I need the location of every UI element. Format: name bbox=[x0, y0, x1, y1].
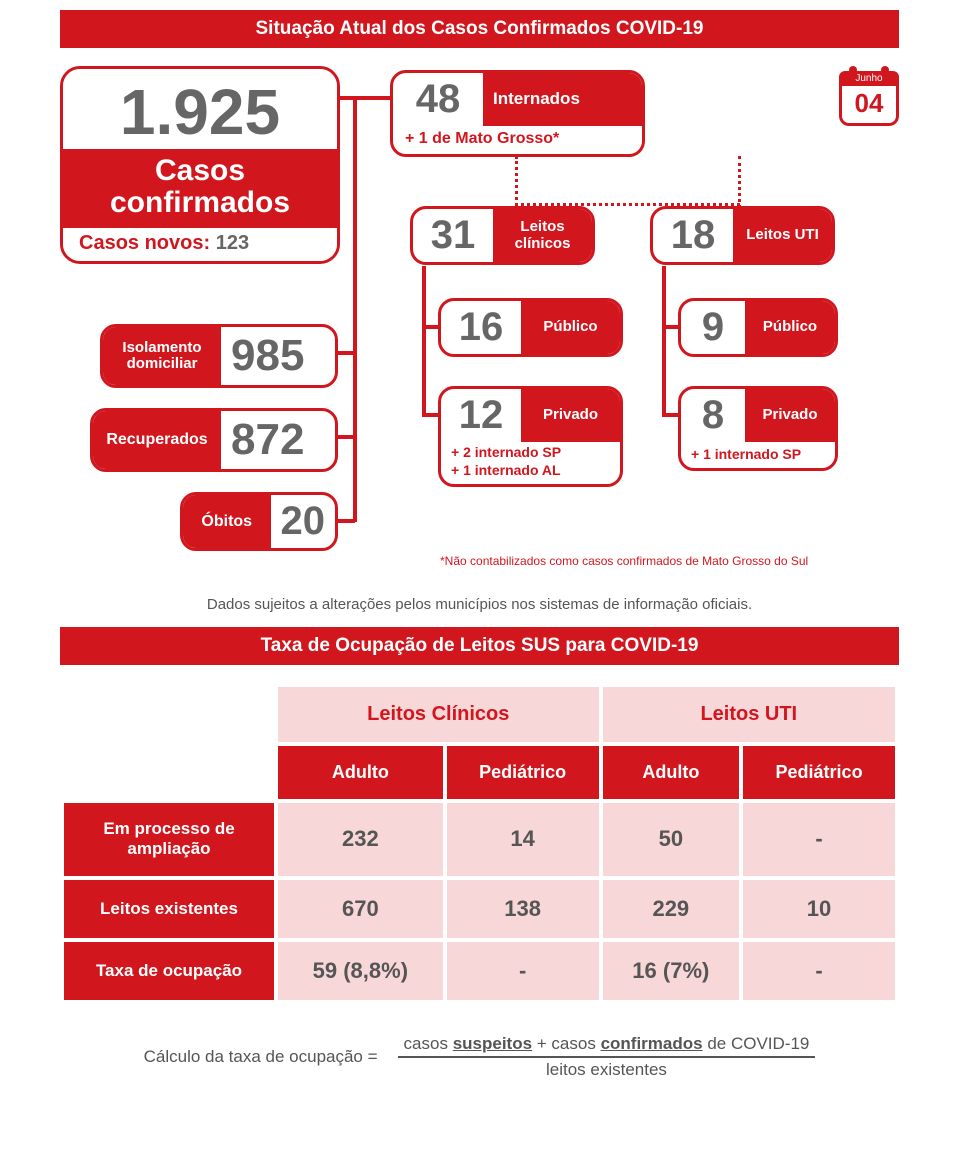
cell: - bbox=[447, 942, 599, 1000]
uti-publico-box: 9 Público bbox=[678, 298, 838, 357]
internados-extra: + 1 de Mato Grosso* bbox=[393, 126, 642, 154]
formula-denominator: leitos existentes bbox=[398, 1058, 816, 1080]
leitos-uti-box: 18 Leitos UTI bbox=[650, 206, 835, 265]
uti-value: 18 bbox=[653, 209, 733, 262]
formula-numerator: casos suspeitos + casos confirmados de C… bbox=[398, 1034, 816, 1058]
casos-novos: Casos novos: 123 bbox=[63, 228, 337, 261]
cell: 14 bbox=[447, 803, 599, 876]
f-c: + casos bbox=[532, 1034, 601, 1053]
casos-label-1: Casos bbox=[155, 154, 245, 187]
recuperados-box: Recuperados 872 bbox=[90, 408, 338, 472]
col-group-uti: Leitos UTI bbox=[603, 687, 895, 742]
col-group-clinicos: Leitos Clínicos bbox=[278, 687, 599, 742]
clinicos-priv-extra2: + 1 internado AL bbox=[441, 462, 620, 484]
clinicos-priv-value: 12 bbox=[441, 389, 521, 442]
f-a: casos bbox=[404, 1034, 453, 1053]
cell: 670 bbox=[278, 880, 443, 938]
header-ocupacao: Taxa de Ocupação de Leitos SUS para COVI… bbox=[60, 627, 899, 665]
f-b: suspeitos bbox=[453, 1034, 532, 1053]
recuperados-label: Recuperados bbox=[93, 411, 221, 469]
isolamento-value: 985 bbox=[221, 327, 314, 385]
casos-confirmados-box: 1.925 Casos confirmados Casos novos: 123 bbox=[60, 66, 340, 264]
footnote-mt: *Não contabilizados como casos confirmad… bbox=[440, 554, 808, 568]
cell: - bbox=[743, 803, 895, 876]
col-adulto-2: Adulto bbox=[603, 746, 740, 799]
clinicos-pub-value: 16 bbox=[441, 301, 521, 354]
uti-priv-label: Privado bbox=[745, 389, 835, 442]
col-pediatrico-2: Pediátrico bbox=[743, 746, 895, 799]
leitos-clinicos-box: 31 Leitos clínicos bbox=[410, 206, 595, 265]
cell: 59 (8,8%) bbox=[278, 942, 443, 1000]
recuperados-value: 872 bbox=[221, 411, 314, 469]
clinicos-priv-extra1: + 2 internado SP bbox=[441, 442, 620, 462]
uti-pub-label: Público bbox=[745, 301, 835, 354]
f-e: de COVID-19 bbox=[703, 1034, 810, 1053]
calendar-month: Junho bbox=[839, 71, 899, 86]
infographic-top: Junho 04 1.925 Casos confirmados Casos n… bbox=[60, 66, 899, 576]
table-row: Em processo de ampliação 232 14 50 - bbox=[64, 803, 895, 876]
cell: 50 bbox=[603, 803, 740, 876]
clinicos-priv-label: Privado bbox=[521, 389, 620, 442]
cell: 138 bbox=[447, 880, 599, 938]
clinicos-pub-label: Público bbox=[521, 301, 620, 354]
isolamento-label: Isolamento domiciliar bbox=[103, 327, 221, 385]
uti-pub-value: 9 bbox=[681, 301, 745, 354]
cell: 232 bbox=[278, 803, 443, 876]
clinicos-privado-box: 12 Privado + 2 internado SP + 1 internad… bbox=[438, 386, 623, 487]
uti-label: Leitos UTI bbox=[733, 209, 832, 262]
uti-privado-box: 8 Privado + 1 internado SP bbox=[678, 386, 838, 471]
casos-label-2: confirmados bbox=[110, 186, 290, 219]
internados-value: 48 bbox=[393, 73, 483, 126]
table-row: Taxa de ocupação 59 (8,8%) - 16 (7%) - bbox=[64, 942, 895, 1000]
col-pediatrico-1: Pediátrico bbox=[447, 746, 599, 799]
internados-label: Internados bbox=[483, 73, 642, 126]
internados-box: 48 Internados + 1 de Mato Grosso* bbox=[390, 70, 645, 157]
casos-label: Casos confirmados bbox=[63, 149, 337, 228]
casos-novos-value: 123 bbox=[216, 232, 249, 254]
row-existentes: Leitos existentes bbox=[64, 880, 274, 938]
clinicos-publico-box: 16 Público bbox=[438, 298, 623, 357]
total-casos: 1.925 bbox=[63, 69, 337, 149]
f-d: confirmados bbox=[601, 1034, 703, 1053]
calendar-day: 04 bbox=[839, 86, 899, 126]
cell: 10 bbox=[743, 880, 895, 938]
cell: 229 bbox=[603, 880, 740, 938]
calendar-badge: Junho 04 bbox=[839, 71, 899, 126]
isolamento-box: Isolamento domiciliar 985 bbox=[100, 324, 338, 388]
clinicos-value: 31 bbox=[413, 209, 493, 262]
formula-lhs: Cálculo da taxa de ocupação = bbox=[144, 1047, 378, 1067]
formula-fraction: casos suspeitos + casos confirmados de C… bbox=[398, 1034, 816, 1080]
occupancy-table: Leitos Clínicos Leitos UTI Adulto Pediát… bbox=[60, 683, 899, 1004]
table-row: Leitos existentes 670 138 229 10 bbox=[64, 880, 895, 938]
col-adulto-1: Adulto bbox=[278, 746, 443, 799]
formula: Cálculo da taxa de ocupação = casos susp… bbox=[60, 1034, 899, 1080]
cell: 16 (7%) bbox=[603, 942, 740, 1000]
uti-priv-extra1: + 1 internado SP bbox=[681, 442, 835, 468]
obitos-value: 20 bbox=[271, 495, 336, 548]
row-taxa: Taxa de ocupação bbox=[64, 942, 274, 1000]
uti-priv-value: 8 bbox=[681, 389, 745, 442]
header-situacao: Situação Atual dos Casos Confirmados COV… bbox=[60, 10, 899, 48]
casos-novos-label: Casos novos: bbox=[79, 232, 210, 254]
data-note: Dados sujeitos a alterações pelos municí… bbox=[60, 596, 899, 613]
cell: - bbox=[743, 942, 895, 1000]
obitos-label: Óbitos bbox=[183, 495, 271, 548]
clinicos-label: Leitos clínicos bbox=[493, 209, 592, 262]
row-ampliacao: Em processo de ampliação bbox=[64, 803, 274, 876]
obitos-box: Óbitos 20 bbox=[180, 492, 338, 551]
